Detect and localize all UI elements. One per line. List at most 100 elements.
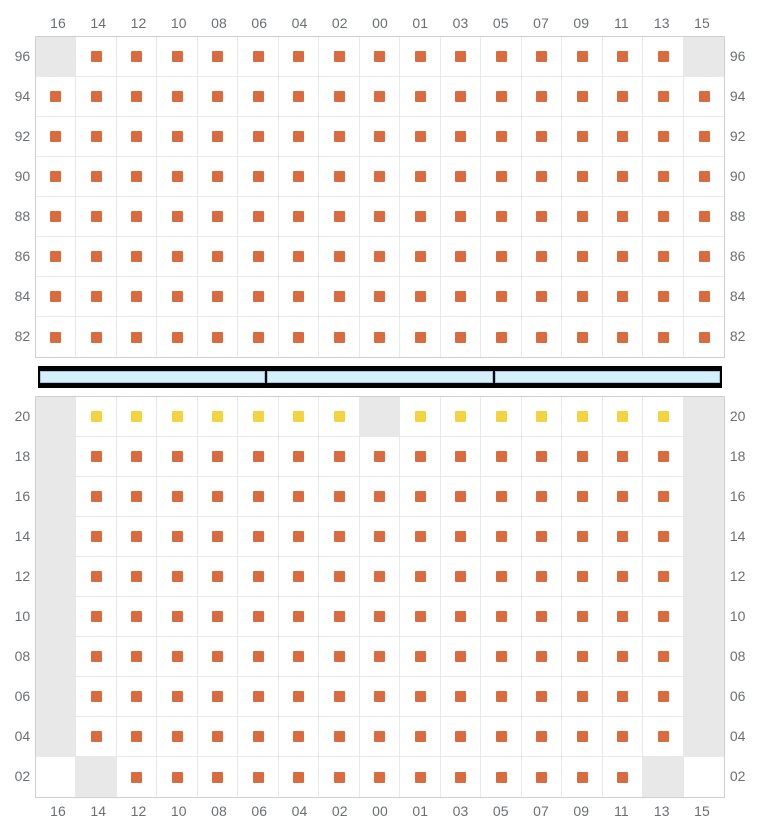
seat-cell[interactable] [603, 37, 644, 77]
seat-cell[interactable] [319, 437, 360, 477]
seat-cell[interactable] [238, 317, 279, 357]
seat-available[interactable] [172, 251, 183, 262]
seat-available[interactable] [212, 651, 223, 662]
seat-available[interactable] [415, 131, 426, 142]
seat-available[interactable] [374, 731, 385, 742]
seat-cell[interactable] [36, 77, 77, 117]
seat-cell[interactable] [643, 717, 684, 757]
seat-available[interactable] [699, 251, 710, 262]
seat-cell[interactable] [319, 717, 360, 757]
seat-cell[interactable] [481, 597, 522, 637]
seat-cell[interactable] [562, 397, 603, 437]
seat-cell[interactable] [319, 477, 360, 517]
seat-available[interactable] [536, 451, 547, 462]
seat-cell[interactable] [441, 397, 482, 437]
seat-available[interactable] [212, 171, 223, 182]
seat-cell[interactable] [157, 77, 198, 117]
seat-available[interactable] [577, 571, 588, 582]
seat-cell[interactable] [562, 277, 603, 317]
seat-cell[interactable] [522, 317, 563, 357]
seat-cell[interactable] [603, 397, 644, 437]
seat-cell[interactable] [238, 517, 279, 557]
seat-cell[interactable] [562, 637, 603, 677]
seat-available[interactable] [496, 291, 507, 302]
seat-cell[interactable] [198, 477, 239, 517]
seat-cell[interactable] [441, 117, 482, 157]
seat-available[interactable] [536, 531, 547, 542]
seat-cell[interactable] [157, 37, 198, 77]
seat-cell[interactable] [400, 37, 441, 77]
seat-available[interactable] [91, 611, 102, 622]
seat-available[interactable] [212, 611, 223, 622]
seat-available[interactable] [253, 491, 264, 502]
seat-available[interactable] [455, 531, 466, 542]
seat-available[interactable] [91, 211, 102, 222]
seat-cell[interactable] [603, 597, 644, 637]
seat-cell[interactable] [481, 757, 522, 797]
seat-cell[interactable] [157, 317, 198, 357]
seat-available[interactable] [131, 51, 142, 62]
seat-vip[interactable] [617, 411, 628, 422]
seat-available[interactable] [293, 251, 304, 262]
seat-available[interactable] [455, 491, 466, 502]
seat-cell[interactable] [603, 717, 644, 757]
seat-cell[interactable] [481, 677, 522, 717]
seat-cell[interactable] [279, 717, 320, 757]
seat-available[interactable] [415, 531, 426, 542]
seat-cell[interactable] [238, 677, 279, 717]
seat-cell[interactable] [643, 317, 684, 357]
seat-available[interactable] [374, 531, 385, 542]
seat-available[interactable] [91, 571, 102, 582]
seat-cell[interactable] [522, 237, 563, 277]
seat-available[interactable] [131, 571, 142, 582]
seat-cell[interactable] [562, 77, 603, 117]
seat-cell[interactable] [522, 677, 563, 717]
seat-cell[interactable] [198, 277, 239, 317]
seat-cell[interactable] [198, 757, 239, 797]
seat-available[interactable] [455, 291, 466, 302]
seat-cell[interactable] [481, 637, 522, 677]
seat-cell[interactable] [522, 157, 563, 197]
seat-cell[interactable] [562, 757, 603, 797]
seat-available[interactable] [658, 51, 669, 62]
seat-available[interactable] [617, 491, 628, 502]
seat-cell[interactable] [562, 157, 603, 197]
seat-available[interactable] [455, 251, 466, 262]
seat-available[interactable] [617, 571, 628, 582]
seat-available[interactable] [253, 772, 264, 783]
seat-cell[interactable] [319, 597, 360, 637]
seat-available[interactable] [172, 731, 183, 742]
seat-cell[interactable] [76, 157, 117, 197]
seat-available[interactable] [374, 691, 385, 702]
seat-cell[interactable] [441, 157, 482, 197]
seat-cell[interactable] [117, 117, 158, 157]
seat-available[interactable] [50, 171, 61, 182]
seat-cell[interactable] [360, 237, 401, 277]
seat-cell[interactable] [117, 477, 158, 517]
seat-cell[interactable] [238, 117, 279, 157]
seat-cell[interactable] [603, 477, 644, 517]
seat-available[interactable] [91, 51, 102, 62]
seat-available[interactable] [577, 531, 588, 542]
seat-cell[interactable] [117, 677, 158, 717]
seat-available[interactable] [91, 531, 102, 542]
seat-available[interactable] [496, 51, 507, 62]
seat-cell[interactable] [279, 157, 320, 197]
seat-cell[interactable] [279, 637, 320, 677]
seat-cell[interactable] [279, 117, 320, 157]
seat-cell[interactable] [36, 317, 77, 357]
seat-cell[interactable] [400, 677, 441, 717]
seat-vip[interactable] [334, 411, 345, 422]
seat-cell[interactable] [481, 197, 522, 237]
seat-cell[interactable] [400, 157, 441, 197]
seat-cell[interactable] [603, 117, 644, 157]
seat-cell[interactable] [117, 597, 158, 637]
seat-available[interactable] [253, 611, 264, 622]
seat-available[interactable] [536, 691, 547, 702]
seat-cell[interactable] [400, 757, 441, 797]
seat-available[interactable] [496, 332, 507, 343]
seat-cell[interactable] [238, 717, 279, 757]
seat-cell[interactable] [481, 277, 522, 317]
seat-available[interactable] [536, 651, 547, 662]
seat-vip[interactable] [536, 411, 547, 422]
